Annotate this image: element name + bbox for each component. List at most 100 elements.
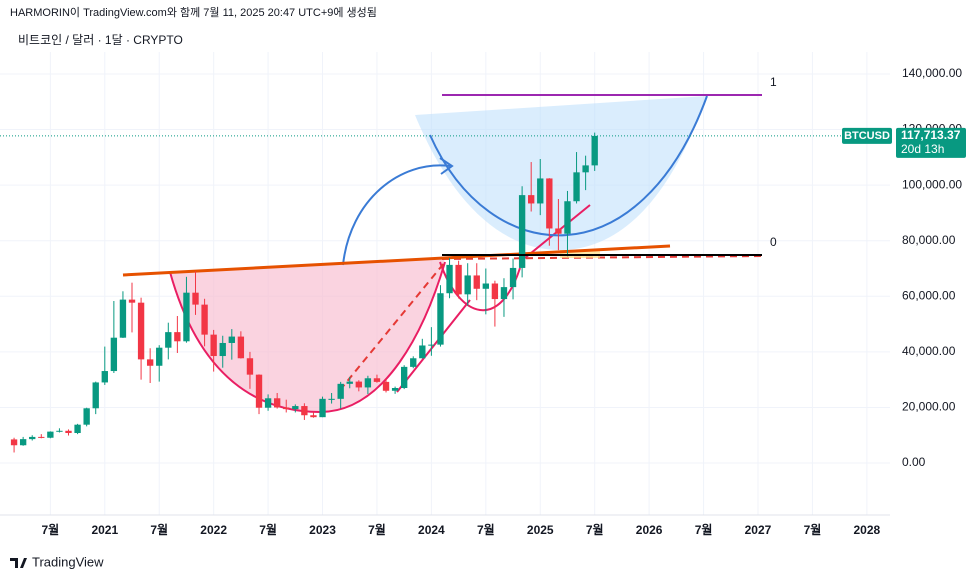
candle-body [464,275,471,295]
candle-body [174,332,181,342]
candle-body [246,358,254,375]
y-tick-label: 140,000.00 [902,66,962,80]
candle-body [518,195,526,268]
cup-fill [170,258,445,412]
candle-body [328,398,335,400]
candle-body [555,228,562,234]
candle-body [500,287,508,300]
candle-body [419,345,426,359]
candle-body [337,383,344,399]
projection-curve [429,95,708,237]
header: HARMORIN이 TradingView.com와 함께 7월 11, 202… [10,6,377,19]
y-tick-label: 0.00 [902,455,926,469]
candle-body [38,436,45,438]
countdown-label: 20d 13h [901,142,944,156]
x-tick-label: 7월 [695,522,713,537]
x-tick-label: 7월 [586,522,604,537]
candle-body [410,358,417,367]
candle-body [19,439,27,446]
dashed-line [339,261,446,391]
trend-line [396,299,471,393]
arrow-head [439,157,454,175]
candle-body [401,366,408,388]
candle-body [310,415,317,418]
logo-icon [10,558,27,568]
candle-body [165,332,172,348]
candle-body [537,178,544,204]
candle-body [56,430,63,432]
x-tick-label: 2028 [854,523,881,537]
x-tick-label: 2024 [418,523,445,537]
candle-body [355,381,362,388]
candle-body [29,436,36,440]
candle-body [509,267,517,288]
candle-body [455,264,462,295]
candle-body [83,408,90,425]
last-price-label: 117,713.37 [901,128,961,142]
candle-body [292,406,299,410]
candle-body [482,283,489,289]
arrow [342,164,451,266]
symbol-label: BTCUSD [844,130,890,142]
dashed-line [441,255,763,260]
y-tick-label: 100,000.00 [902,177,962,191]
candle-body [382,381,390,391]
x-tick-label: 2021 [91,523,118,537]
candle-body [201,304,208,335]
plot [0,93,890,453]
candle-body [237,336,245,359]
chart-title: 비트코인 / 달러 · 1달 · CRYPTO [18,33,183,47]
candle-body [301,406,308,416]
candle-body [119,299,127,338]
candle-body [373,378,381,382]
candle-body [473,275,480,289]
candle-body [546,178,553,229]
symbol-badge [842,127,892,144]
candle-body [364,378,372,388]
x-tick-label: 7월 [150,522,168,537]
candle-body [110,337,118,372]
candle-body [156,347,163,366]
candle-body [128,299,136,303]
candle-body [74,424,81,434]
candle-body [92,382,99,409]
x-tick-label: 7월 [259,522,277,537]
y-tick-label: 60,000.00 [902,288,956,302]
candle-body [146,359,154,366]
candle-body [137,302,145,360]
candle-body [228,336,235,343]
candle-body [255,374,263,408]
fib-label: 1 [770,75,777,89]
x-tick-label: 2023 [309,523,336,537]
candle-body [573,172,580,202]
candle-body [591,135,598,166]
candle-body [582,165,589,173]
candle-body [183,292,190,342]
candle-body [391,387,399,391]
fib-label: 0 [770,235,777,249]
candle-body [528,195,535,204]
candle-body [446,264,453,294]
candle-body [101,371,108,383]
footer-text: TradingView [32,554,104,569]
x-tick-label: 2027 [745,523,772,537]
x-tick-label: 2026 [636,523,663,537]
candle-body [428,344,435,346]
candle-body [346,381,353,384]
candle-body [273,398,281,408]
candle-body [210,334,217,357]
x-tick-label: 2025 [527,523,554,537]
y-tick-label: 40,000.00 [902,344,956,358]
x-tick-label: 2022 [200,523,227,537]
y-tick-label: 80,000.00 [902,233,956,247]
x-tick-label: 7월 [368,522,386,537]
candle-body [10,439,18,446]
candle-body [47,431,54,438]
candle-body [283,407,290,410]
candle-body [319,398,326,418]
x-tick-label: 7월 [477,522,495,537]
y-tick-label: 20,000.00 [902,400,956,414]
candle-body [264,398,272,408]
